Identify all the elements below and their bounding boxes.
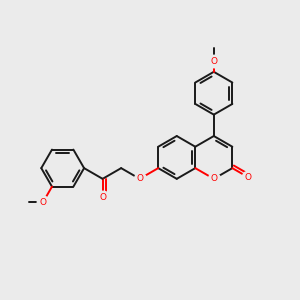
Text: O: O	[210, 174, 217, 183]
Text: O: O	[39, 198, 46, 207]
Text: O: O	[210, 57, 217, 66]
Text: O: O	[244, 173, 252, 182]
Text: O: O	[99, 193, 106, 202]
Text: O: O	[136, 174, 143, 183]
